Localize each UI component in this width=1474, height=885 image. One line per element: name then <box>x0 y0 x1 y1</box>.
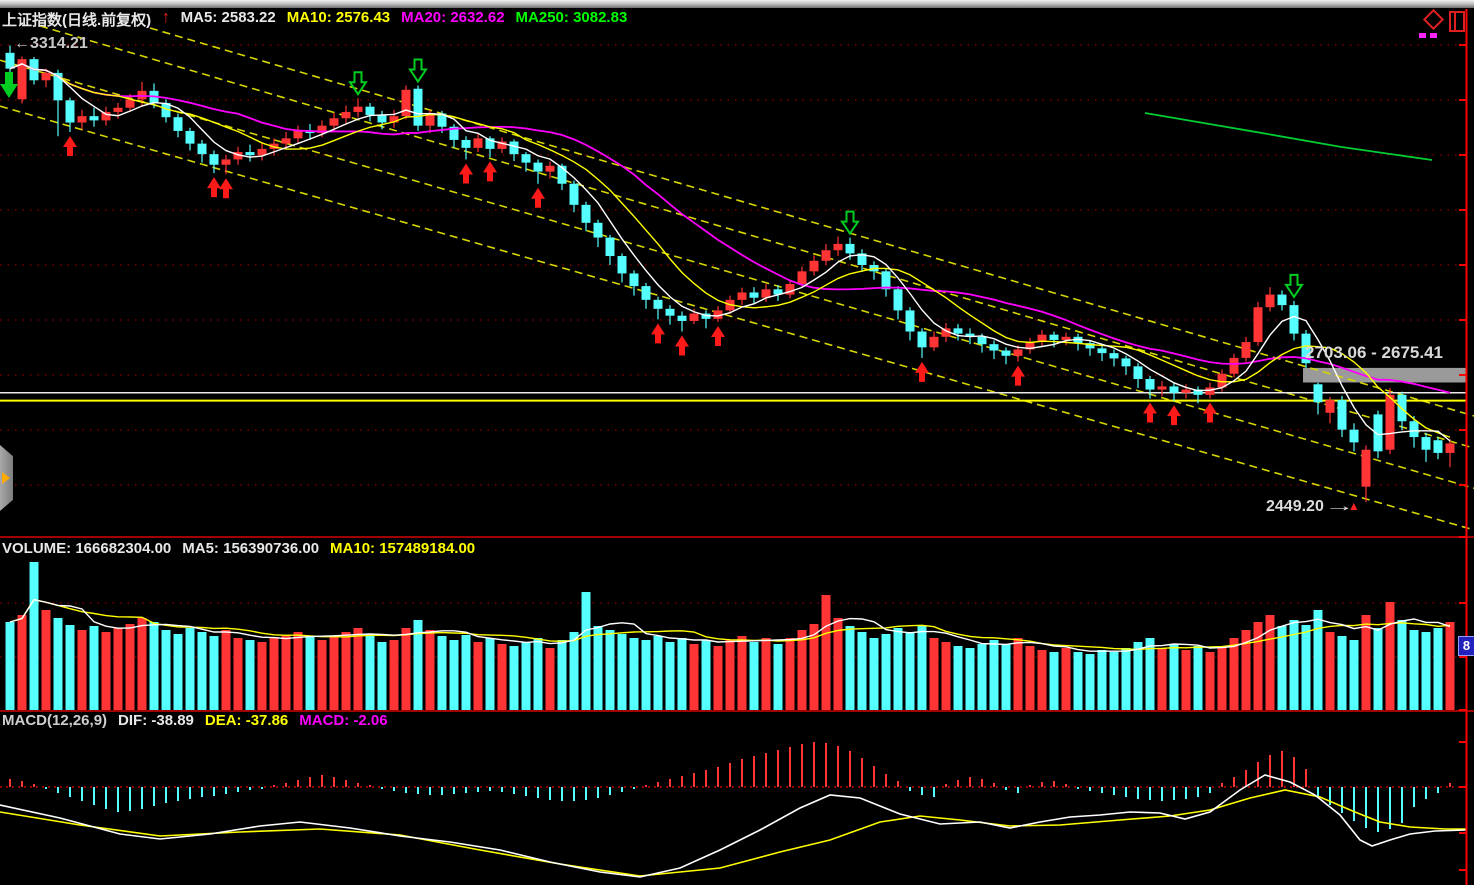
sell-arrow-icon <box>348 71 368 97</box>
low-price-value: 2449.20 <box>1266 498 1324 515</box>
buy-arrow-icon <box>459 163 473 184</box>
panel-expand-tab[interactable] <box>0 445 13 511</box>
gridlines <box>0 44 1466 788</box>
volume-ma10-value: MA10: 157489184.00 <box>330 540 476 557</box>
ma10-value: MA10: 2576.43 <box>286 9 391 26</box>
buy-arrow-icon <box>711 326 725 347</box>
ma20-value: MA20: 2632.62 <box>401 9 505 26</box>
low-marker-icon: ▲ <box>1347 499 1360 513</box>
volume-ma5-value: MA5: 156390736.00 <box>182 540 320 557</box>
support-lines <box>0 391 1466 402</box>
buy-arrow-icon <box>915 361 929 382</box>
ma250-line <box>1144 112 1433 161</box>
dif-value: DIF: -38.89 <box>118 712 194 729</box>
high-arrow-icon: ← <box>14 35 30 52</box>
volume-value: VOLUME: 166682304.00 <box>2 540 172 557</box>
ma5-value: MA5: 2583.22 <box>180 9 276 26</box>
main-chart-header: 上证指数(日线.前复权) ↑ MA5: 2583.22 MA10: 2576.4… <box>2 7 628 30</box>
macd-pane-header: MACD(12,26,9) DIF: -38.89 DEA: -37.86 MA… <box>2 712 388 729</box>
buy-arrow-icon <box>63 136 77 157</box>
buy-arrow-icon <box>675 335 689 356</box>
pane-separators <box>0 536 1474 712</box>
sell-arrow-icon <box>408 58 428 84</box>
dea-value: DEA: -37.86 <box>204 712 289 729</box>
high-price-value: 3314.21 <box>30 35 88 52</box>
low-arrow-icon: → <box>1323 498 1355 515</box>
buy-arrow-icon <box>207 177 221 198</box>
buy-arrow-icon <box>531 187 545 208</box>
ma250-value: MA250: 3082.83 <box>515 9 628 26</box>
gap-band-layer <box>1303 367 1466 383</box>
up-arrow-icon: ↑ <box>162 7 170 27</box>
price-axis <box>1459 9 1468 885</box>
ma-lines <box>9 62 1451 442</box>
buy-arrow-icon <box>1203 402 1217 423</box>
volume-pane-header: VOLUME: 166682304.00 MA5: 156390736.00 M… <box>2 540 475 557</box>
axis-badge: 8 <box>1458 636 1474 656</box>
book-icon[interactable] <box>1449 11 1465 32</box>
macd-lines <box>0 774 1467 878</box>
gap-band <box>1303 367 1466 383</box>
low-price-label: 2449.20→▲ <box>1266 498 1360 516</box>
high-price-label: ←3314.21 <box>14 35 88 53</box>
volume-bars <box>5 562 1455 710</box>
buy-arrow-icon <box>1011 365 1025 386</box>
signal-arrows <box>0 58 1304 426</box>
buy-arrow-icon <box>1167 405 1181 426</box>
gap-tooltip: 2703.06 - 2675.41 <box>1305 343 1444 362</box>
macd-value: MACD: -2.06 <box>299 712 388 729</box>
volume-ma-lines <box>9 598 1451 652</box>
trendlines <box>0 25 1474 531</box>
buy-arrow-icon <box>1143 402 1157 423</box>
macd-histogram <box>9 742 1451 832</box>
instrument-title: 上证指数(日线.前复权) <box>2 12 152 29</box>
sell-arrow-icon <box>840 210 860 236</box>
macd-indicator-label: MACD(12,26,9) <box>2 712 108 729</box>
sell-arrow-solid-icon <box>0 72 18 98</box>
buy-arrow-icon <box>219 178 233 199</box>
buy-arrow-icon <box>483 161 497 182</box>
indicator-dot-icon <box>1419 33 1426 38</box>
window-chrome-strip <box>0 0 1474 8</box>
indicator-dot-icon <box>1430 33 1437 38</box>
sell-arrow-icon <box>1284 273 1304 299</box>
candles-layer <box>5 45 1455 502</box>
buy-arrow-icon <box>651 323 665 344</box>
